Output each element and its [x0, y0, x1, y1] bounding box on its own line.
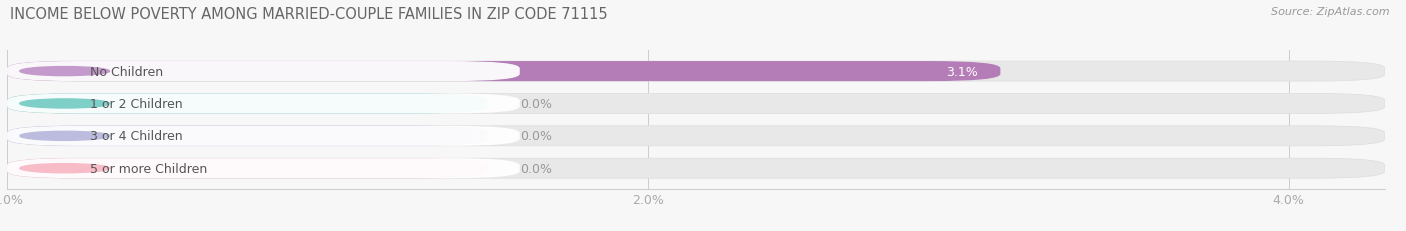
Text: 0.0%: 0.0%: [520, 162, 551, 175]
Text: 1 or 2 Children: 1 or 2 Children: [90, 97, 183, 110]
FancyBboxPatch shape: [7, 94, 520, 114]
FancyBboxPatch shape: [7, 158, 488, 179]
FancyBboxPatch shape: [7, 62, 1385, 82]
FancyBboxPatch shape: [7, 62, 1001, 82]
FancyBboxPatch shape: [7, 126, 488, 146]
FancyBboxPatch shape: [7, 94, 1385, 114]
FancyBboxPatch shape: [7, 62, 520, 82]
Text: 0.0%: 0.0%: [520, 130, 551, 143]
Text: INCOME BELOW POVERTY AMONG MARRIED-COUPLE FAMILIES IN ZIP CODE 71115: INCOME BELOW POVERTY AMONG MARRIED-COUPL…: [10, 7, 607, 22]
Text: 5 or more Children: 5 or more Children: [90, 162, 208, 175]
Circle shape: [20, 132, 110, 141]
FancyBboxPatch shape: [7, 126, 1385, 146]
Text: 3.1%: 3.1%: [946, 65, 979, 78]
Text: 3 or 4 Children: 3 or 4 Children: [90, 130, 183, 143]
FancyBboxPatch shape: [7, 94, 488, 114]
Circle shape: [20, 100, 110, 109]
Circle shape: [20, 164, 110, 173]
Text: 0.0%: 0.0%: [520, 97, 551, 110]
Circle shape: [20, 67, 110, 76]
FancyBboxPatch shape: [7, 126, 520, 146]
FancyBboxPatch shape: [7, 158, 520, 179]
FancyBboxPatch shape: [7, 158, 1385, 179]
Text: No Children: No Children: [90, 65, 163, 78]
Text: Source: ZipAtlas.com: Source: ZipAtlas.com: [1271, 7, 1389, 17]
